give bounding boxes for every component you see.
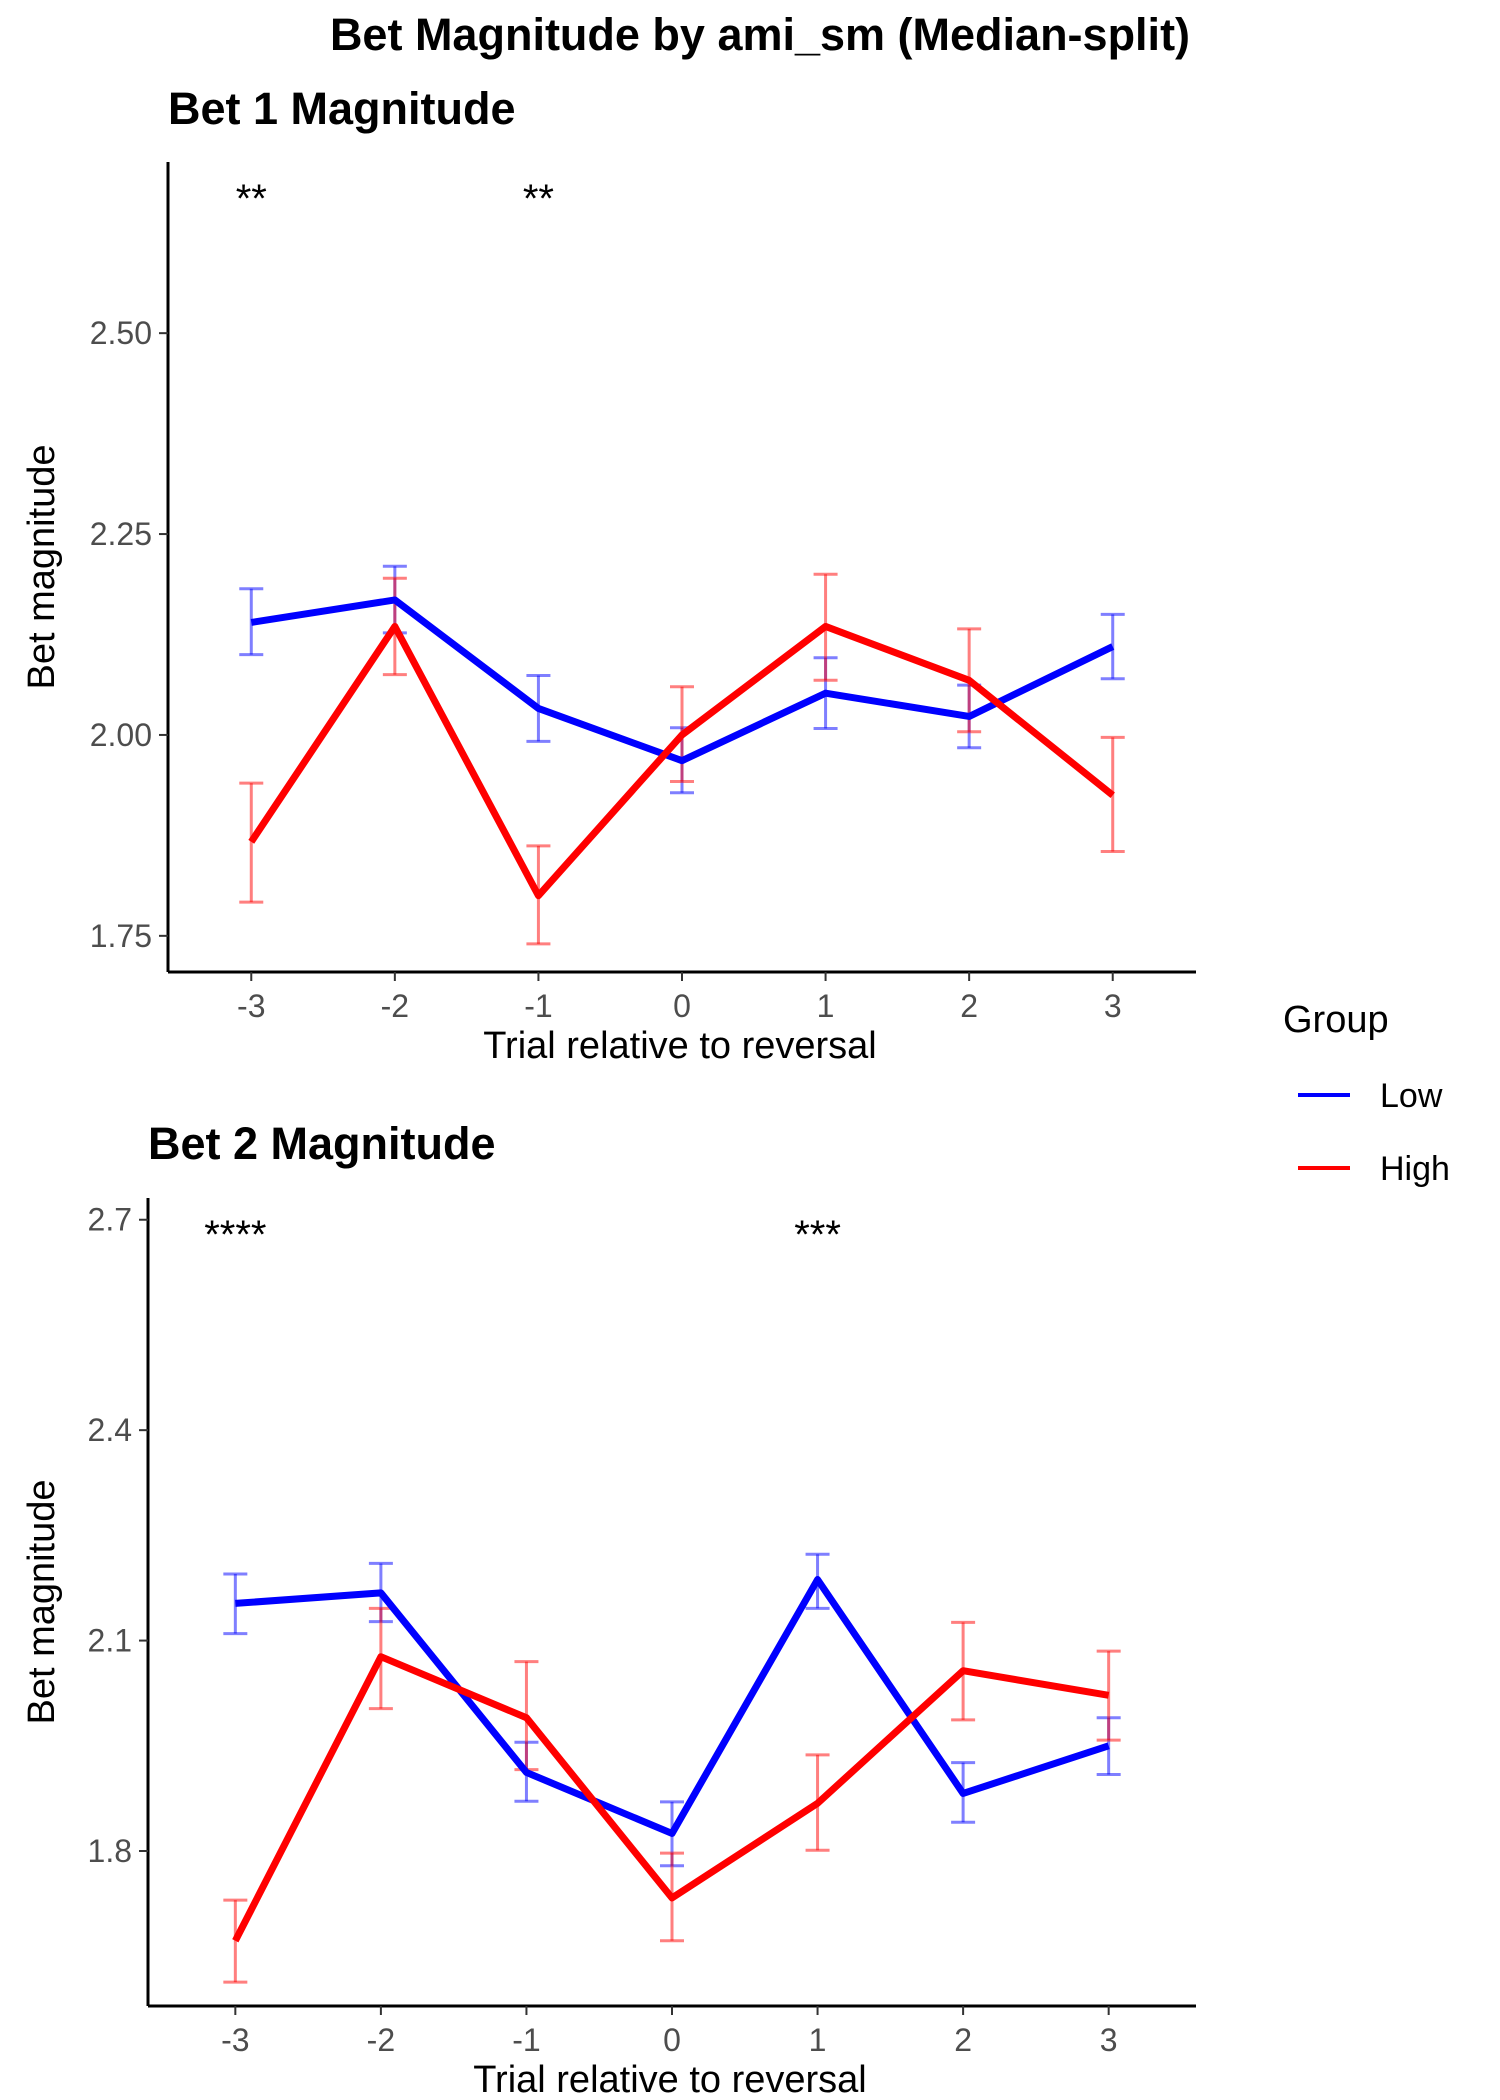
- significance-label: **: [236, 177, 267, 221]
- panel-bet2-plot: 1.8 2.1 2.4 2.7 -3 -2 -1 0 1 2 3 Trial relative to …: [21, 1198, 1196, 2100]
- y-tick-label: 2.7: [88, 1202, 132, 1238]
- panel-bet1: Bet 1 Magnitude 1.752.002.252.50-3 -2 -1 0 1…: [21, 83, 1196, 1067]
- panel-bet2: Bet 2 Magnitude 1.8 2.1 2.4 2.7 -3 -2 -1 0 1 2 3 Tr…: [21, 1118, 1196, 2100]
- series-line-high: [232, 1653, 1110, 1943]
- legend-label-high: High: [1380, 1150, 1450, 1188]
- error-bar-high: [223, 1898, 248, 1984]
- x-tick-label: -3: [237, 988, 265, 1024]
- x-axis-title: Trial relative to reversal: [483, 1025, 877, 1067]
- y-tick-label: 2.4: [88, 1412, 132, 1448]
- x-tick-label: 2: [960, 988, 978, 1024]
- x-tick-label: 0: [663, 2022, 681, 2058]
- legend-title: Group: [1283, 999, 1389, 1041]
- y-tick-label: 2.1: [88, 1623, 132, 1659]
- error-bar-high: [1096, 1649, 1121, 1742]
- significance-label: **: [523, 177, 554, 221]
- legend: Group Low High: [1283, 999, 1450, 1188]
- panel-title-bet1: Bet 1 Magnitude: [168, 83, 516, 134]
- y-tick-label: 1.75: [90, 918, 152, 954]
- x-tick-label: 3: [1104, 988, 1122, 1024]
- x-tick-label: -1: [512, 2022, 540, 2058]
- series-line-low: [235, 1576, 1110, 1837]
- x-tick-label: -3: [221, 2022, 249, 2058]
- y-tick-label: 2.00: [90, 717, 152, 753]
- x-tick-label: 1: [817, 988, 835, 1024]
- legend-label-low: Low: [1380, 1077, 1443, 1115]
- y-tick-label: 2.25: [90, 516, 152, 552]
- y-tick-label: 1.8: [88, 1833, 132, 1869]
- x-tick-label: 3: [1100, 2022, 1118, 2058]
- y-axis-title: Bet magnitude: [21, 444, 63, 689]
- panel-bet1-plot: 1.75 2.00 2.25 2.50 -3 -2 -1 0 1 2 3 Trial relative…: [21, 162, 1196, 1067]
- x-tick-label: 2: [954, 2022, 972, 2058]
- y-axis-title: Bet magnitude: [21, 1479, 63, 1724]
- series-line-low: [250, 596, 1115, 765]
- x-tick-label: 1: [809, 2022, 827, 2058]
- error-bar-high: [239, 781, 264, 904]
- error-bar-low: [223, 1572, 248, 1636]
- figure-title: Bet Magnitude by ami_sm (Median-split): [330, 9, 1190, 60]
- x-axis-title: Trial relative to reversal: [473, 2059, 867, 2100]
- significance-label: ***: [794, 1213, 841, 1257]
- x-tick-label: -2: [367, 2022, 395, 2058]
- y-tick-label: 2.50: [90, 315, 152, 351]
- x-tick-label: -1: [524, 988, 552, 1024]
- series-line-high: [248, 622, 1115, 900]
- panel-title-bet2: Bet 2 Magnitude: [148, 1118, 496, 1169]
- x-tick-label: -2: [381, 988, 409, 1024]
- x-tick-label: 0: [673, 988, 691, 1024]
- significance-label: ****: [204, 1213, 266, 1257]
